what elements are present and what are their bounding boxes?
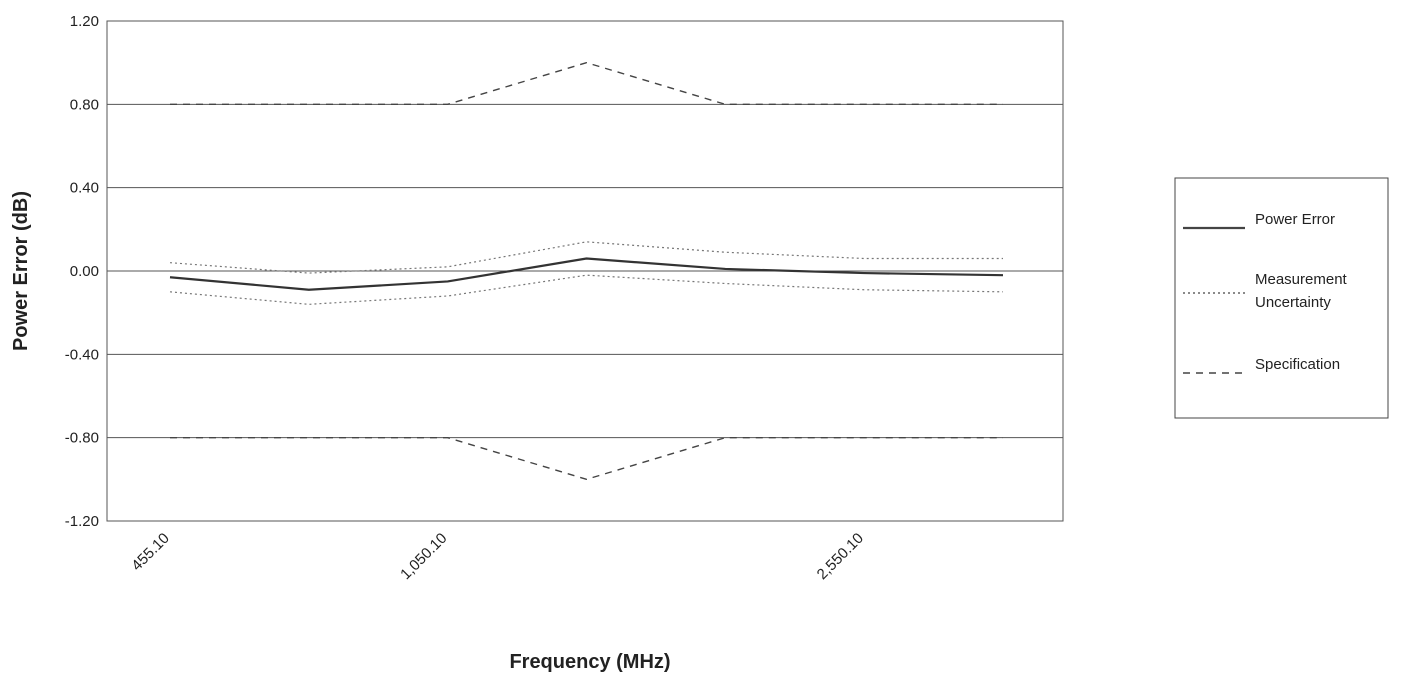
x-tick-label: 455.10 bbox=[128, 530, 172, 574]
x-tick-label: 2,550.10 bbox=[814, 530, 867, 583]
series-line-specification bbox=[170, 436, 1003, 481]
y-tick-label: 0.40 bbox=[70, 180, 99, 197]
legend: Power Error Measurement Uncertainty Specifi… bbox=[1174, 177, 1389, 419]
legend-label: Uncertainty bbox=[1255, 294, 1331, 311]
y-tick-label: 0.80 bbox=[70, 96, 99, 113]
legend-label: Specification bbox=[1255, 356, 1340, 373]
legend-label: Measurement bbox=[1255, 271, 1348, 288]
y-tick-label: -1.20 bbox=[65, 513, 99, 530]
series-line-specification bbox=[170, 61, 1003, 106]
series-line-measurement-uncertainty bbox=[169, 274, 1004, 305]
x-axis-title: Frequency (MHz) bbox=[509, 651, 670, 673]
series-lines bbox=[169, 61, 1004, 481]
x-tick-label: 1,050.10 bbox=[397, 530, 450, 583]
y-axis-ticks: 1.20 0.80 0.40 0.00 -0.40 -0.80 -1.20 bbox=[65, 13, 99, 530]
y-tick-label: 1.20 bbox=[70, 13, 99, 30]
grid-lines bbox=[107, 103, 1063, 439]
plot-area bbox=[106, 20, 1064, 522]
y-tick-label: -0.40 bbox=[65, 346, 99, 363]
series-line-power-error bbox=[169, 257, 1004, 291]
y-tick-label: 0.00 bbox=[70, 263, 99, 280]
y-axis-title: Power Error (dB) bbox=[10, 191, 32, 351]
legend-label: Power Error bbox=[1255, 211, 1335, 228]
legend-box bbox=[1174, 177, 1389, 419]
y-tick-label: -0.80 bbox=[65, 430, 99, 447]
x-axis-ticks: 455.10 1,050.10 2,550.10 bbox=[128, 530, 867, 583]
